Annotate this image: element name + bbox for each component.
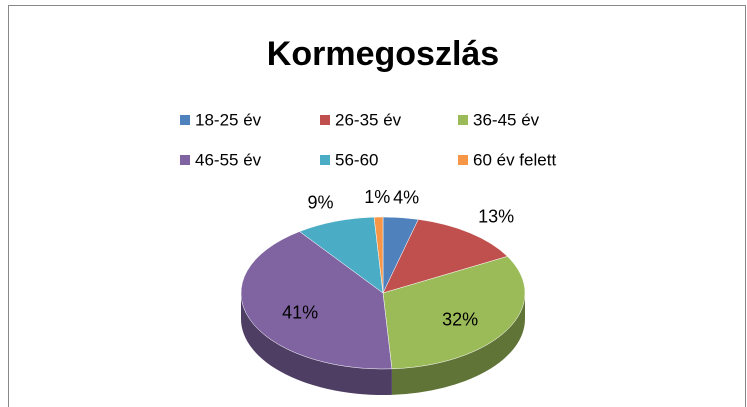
data-label: 32% — [442, 309, 478, 329]
pie-slice — [299, 216, 384, 294]
legend-swatch — [458, 115, 468, 125]
pie-slice — [382, 219, 508, 294]
legend-label: 26-35 év — [335, 110, 402, 129]
data-label: 1% — [364, 187, 390, 207]
data-label: 13% — [478, 207, 514, 227]
data-label: 9% — [307, 192, 333, 212]
legend-label: 18-25 év — [195, 110, 262, 129]
pie-slice — [373, 216, 384, 294]
chart-title: Kormegoszlás — [267, 35, 499, 73]
legend-label: 36-45 év — [473, 110, 540, 129]
pie-side — [241, 293, 392, 395]
pie-slice — [240, 231, 393, 370]
pie-side — [391, 293, 525, 395]
legend-swatch — [180, 115, 190, 125]
pie-slice — [382, 256, 526, 370]
legend-swatch — [180, 155, 190, 165]
legend-swatch — [320, 115, 330, 125]
legend-label: 46-55 év — [195, 150, 262, 169]
legend-label: 60 év felett — [473, 150, 556, 169]
legend-label: 56-60 — [335, 150, 378, 169]
legend-swatch — [320, 155, 330, 165]
legend-swatch — [458, 155, 468, 165]
data-label: 41% — [282, 303, 318, 323]
data-label: 4% — [393, 187, 419, 207]
